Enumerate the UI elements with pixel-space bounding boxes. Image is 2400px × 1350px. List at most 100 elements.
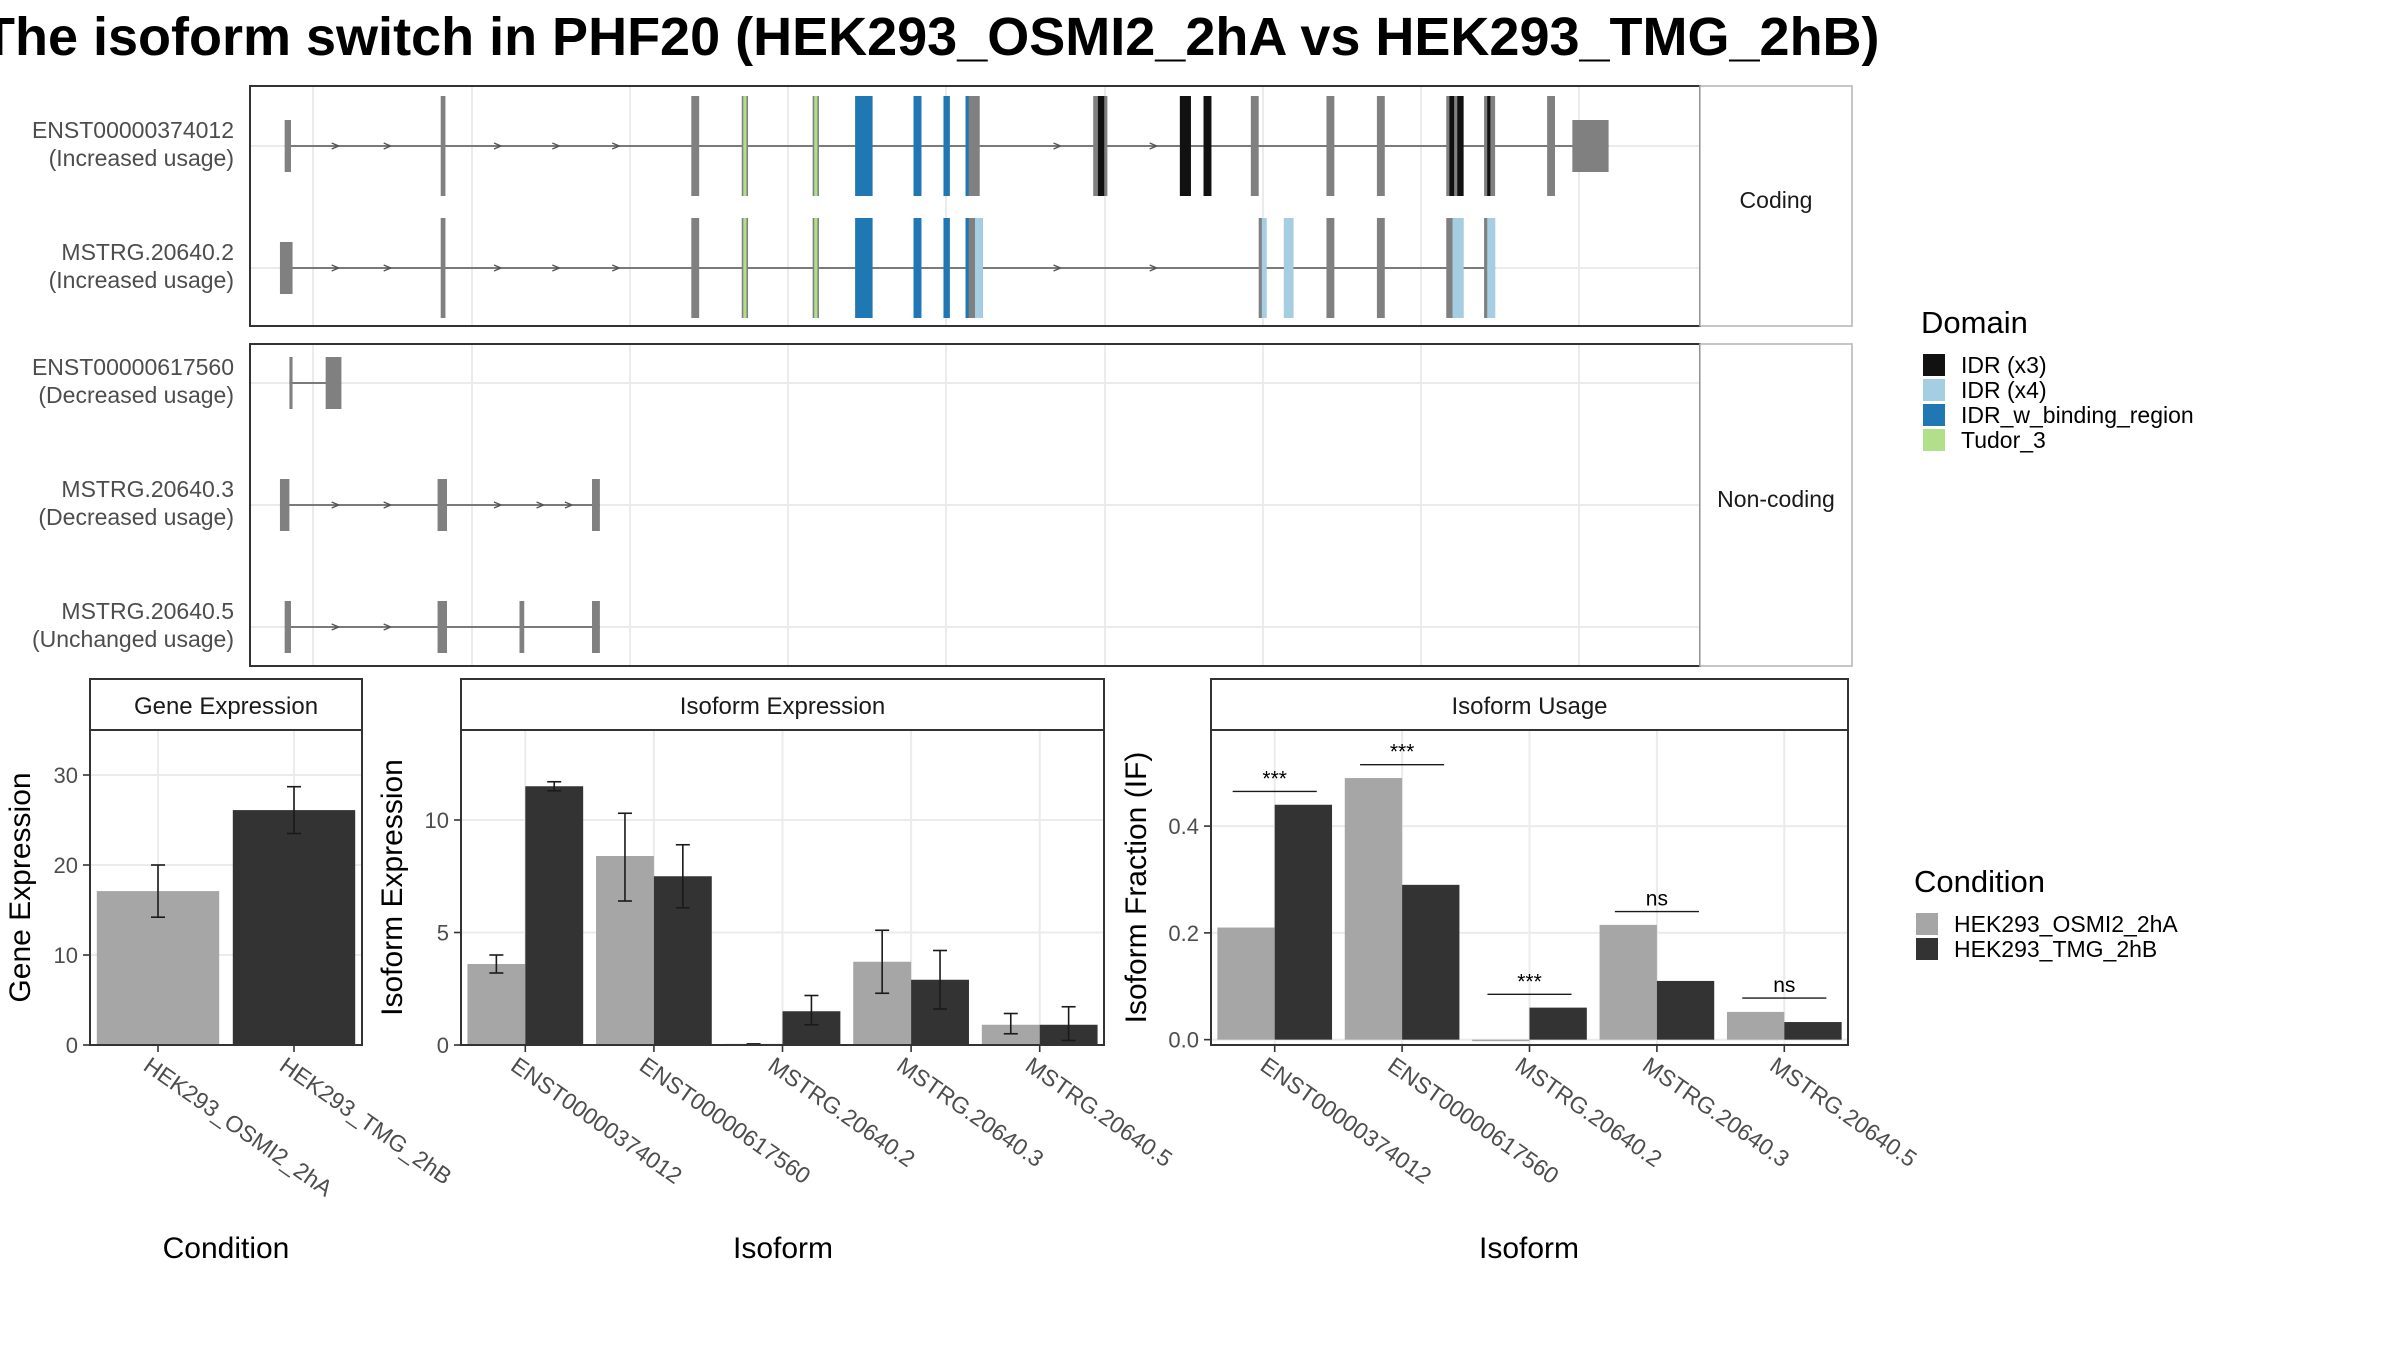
legend-swatch-tudor_3: [1923, 429, 1945, 451]
exon: [440, 96, 446, 196]
exon: [437, 601, 448, 653]
domain-idr_x4: [975, 218, 983, 318]
exon: [691, 218, 700, 318]
domain-legend: Domain IDR (x3)IDR (x4)IDR_w_binding_reg…: [1921, 305, 2194, 453]
legend-swatch-idr_x3: [1923, 354, 1945, 376]
bar: [1599, 924, 1657, 1040]
exon: [1376, 218, 1385, 318]
bar: [1344, 778, 1403, 1040]
domain-idr_w_binding_region: [913, 96, 922, 196]
strand-arrow: [1149, 264, 1159, 272]
strand-arrow: [564, 501, 574, 509]
transcript-ENST00000374012: ENST00000374012(Increased usage): [32, 96, 1609, 196]
transcript-MSTRG.20640.5: MSTRG.20640.5(Unchanged usage): [32, 598, 600, 653]
y-axis-title: Isoform Fraction (IF): [1120, 752, 1153, 1024]
transcript-name-label: ENST00000374012: [32, 117, 234, 143]
exon: [289, 357, 293, 409]
error-bar: [287, 785, 301, 835]
legend-label: IDR (x3): [1961, 352, 2047, 378]
exon: [1376, 96, 1385, 196]
strand-arrow: [552, 264, 562, 272]
legend-label: Tudor_3: [1961, 427, 2046, 453]
domain-idr_w_binding_region: [943, 96, 950, 196]
bar: [1726, 1011, 1785, 1040]
legend-label: IDR (x4): [1961, 377, 2047, 403]
x-axis-title: Isoform: [733, 1232, 833, 1265]
transcript-name-label: MSTRG.20640.5: [61, 598, 234, 624]
panel-noncoding: ENST00000617560(Decreased usage)MSTRG.20…: [32, 343, 1853, 667]
strand-arrow: [536, 501, 546, 509]
y-tick-label: 20: [54, 853, 78, 878]
isoform-structure-plot: ENST00000374012(Increased usage)MSTRG.20…: [32, 85, 1853, 667]
domain-idr_x3: [1203, 96, 1212, 196]
strand-arrow: [383, 142, 393, 150]
domain-idr_x4: [1452, 218, 1464, 318]
domain-idr_x3: [1487, 96, 1491, 196]
transcript-name-label: ENST00000617560: [32, 354, 234, 380]
strand-arrow: [552, 142, 562, 150]
chart-title-strip: [1210, 678, 1849, 731]
legend-swatch-condition-2: [1916, 938, 1938, 960]
domain-idr_x4: [1283, 218, 1294, 318]
domain-idr_w_binding_region: [855, 218, 873, 318]
domain-idr_w_binding_region: [965, 218, 969, 318]
y-tick-label: 0.2: [1168, 921, 1199, 946]
transcript-usage-label: (Increased usage): [49, 267, 234, 293]
y-axis-title: Isoform Expression: [376, 759, 409, 1016]
panel-coding: ENST00000374012(Increased usage)MSTRG.20…: [32, 85, 1853, 327]
exon: [592, 601, 600, 653]
y-tick-label: 0: [437, 1033, 449, 1058]
x-axis-title: Condition: [163, 1232, 290, 1265]
exon: [1250, 96, 1259, 196]
chart-title: Isoform Expression: [680, 693, 885, 720]
domain-idr_w_binding_region: [965, 96, 969, 196]
domain-idr_x4: [1261, 218, 1267, 318]
domain-tudor_3: [743, 218, 747, 318]
chart-title-strip: [460, 678, 1105, 731]
domain-idr_x3: [1097, 96, 1105, 196]
domain-idr_w_binding_region: [855, 96, 873, 196]
strand-arrow: [383, 501, 393, 509]
domain-idr_x3: [1179, 96, 1191, 196]
y-tick-label: 30: [54, 763, 78, 788]
significance-label: ns: [1773, 974, 1795, 997]
transcript-MSTRG.20640.3: MSTRG.20640.3(Decreased usage): [38, 476, 600, 531]
error-bar: [1061, 1005, 1076, 1042]
bar: [1217, 927, 1275, 1040]
exon: [1547, 96, 1555, 196]
chart-title: Gene Expression: [134, 693, 318, 720]
strand-arrow: [493, 142, 503, 150]
error-bar: [617, 812, 632, 902]
strand-arrow: [611, 264, 622, 272]
legend-swatch-idr_x4: [1923, 379, 1945, 401]
exon: [965, 96, 980, 196]
exon: [284, 120, 291, 172]
strand-arrow: [383, 264, 393, 272]
facet-strip-noncoding: [1699, 343, 1853, 667]
isoform-expression-chart: Isoform Expression0510ENST00000374012ENS…: [376, 678, 1177, 1265]
strand-arrow: [331, 142, 341, 150]
domain-idr_w_binding_region: [943, 218, 950, 318]
strand-arrow: [1053, 264, 1063, 272]
condition-legend-title: Condition: [1914, 864, 2045, 899]
bar: [1472, 1039, 1530, 1042]
y-tick-label: 5: [437, 921, 449, 946]
exon: [1326, 96, 1335, 196]
domain-legend-title: Domain: [1921, 305, 2028, 340]
domain-tudor_3: [814, 96, 818, 196]
strand-arrow: [331, 264, 341, 272]
domain-tudor_3: [814, 218, 818, 318]
error-bar: [489, 954, 504, 974]
exon: [284, 601, 291, 653]
transcript-usage-label: (Increased usage): [49, 145, 234, 171]
bar: [1402, 884, 1460, 1040]
y-tick-label: 10: [54, 943, 78, 968]
exon: [1326, 218, 1335, 318]
exon: [1572, 120, 1609, 172]
significance-label: ***: [1262, 767, 1287, 790]
strand-arrow: [383, 623, 393, 631]
exon: [437, 479, 448, 531]
